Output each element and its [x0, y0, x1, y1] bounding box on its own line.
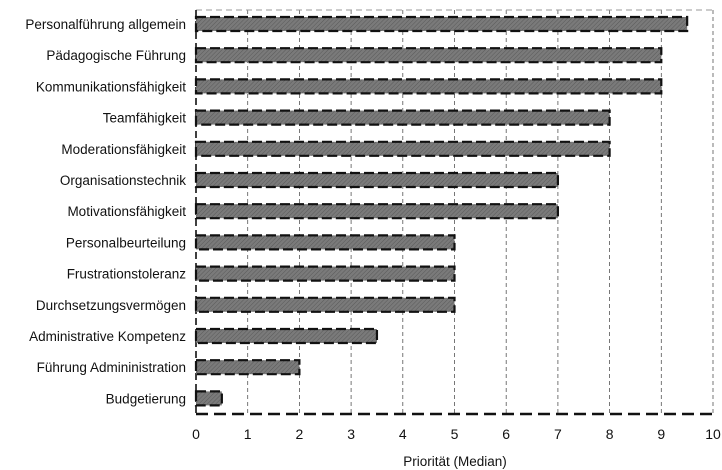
- bar-8: [194, 234, 456, 251]
- bar-12: [194, 359, 301, 376]
- category-label-6: Organisationstechnik: [60, 173, 186, 188]
- bar-11: [194, 327, 379, 345]
- category-label-5: Moderationsfähigkeit: [61, 142, 186, 157]
- category-label-8: Personalbeurteilung: [66, 235, 186, 250]
- x-tick-labels: 0 1 2 3 4 5 6 7 8 9 10: [192, 426, 721, 442]
- category-label-4: Teamfähigkeit: [103, 111, 187, 126]
- bar-2: [194, 47, 663, 64]
- x-tick-label-7: 7: [554, 426, 562, 442]
- x-tick-label-5: 5: [451, 426, 459, 442]
- bar-9: [194, 265, 456, 282]
- bar-3: [194, 78, 663, 95]
- x-tick-label-0: 0: [192, 426, 200, 442]
- bar-6: [194, 171, 559, 189]
- category-label-1: Personalführung allgemein: [25, 17, 186, 32]
- category-label-3: Kommunikationsfähigkeit: [36, 79, 186, 94]
- bar-4: [194, 109, 611, 126]
- x-axis-title: Priorität (Median): [403, 454, 507, 469]
- bar-7: [194, 203, 559, 220]
- x-tick-label-8: 8: [606, 426, 614, 442]
- bar-10: [194, 296, 456, 313]
- category-label-13: Budgetierung: [106, 391, 186, 406]
- category-label-11: Administrative Kompetenz: [29, 329, 186, 344]
- category-label-10: Durchsetzungsvermögen: [36, 298, 186, 313]
- bar-13: [194, 390, 223, 407]
- x-tick-label-6: 6: [502, 426, 510, 442]
- category-labels: Personalführung allgemein Pädagogische Fü…: [25, 17, 186, 406]
- bar-1: [194, 15, 689, 33]
- x-tick-label-4: 4: [399, 426, 407, 442]
- category-label-9: Frustrationstoleranz: [67, 267, 187, 282]
- x-tick-label-2: 2: [296, 426, 304, 442]
- x-tick-label-1: 1: [244, 426, 252, 442]
- x-tick-label-9: 9: [657, 426, 665, 442]
- category-label-2: Pädagogische Führung: [46, 48, 186, 63]
- x-tick-label-10: 10: [705, 426, 721, 442]
- bar-5: [194, 140, 611, 157]
- bars: [194, 15, 689, 407]
- grid-lines: [247, 10, 714, 414]
- x-tick-label-3: 3: [347, 426, 355, 442]
- category-label-12: Führung Admininistration: [37, 360, 186, 375]
- category-label-7: Motivationsfähigkeit: [67, 204, 186, 219]
